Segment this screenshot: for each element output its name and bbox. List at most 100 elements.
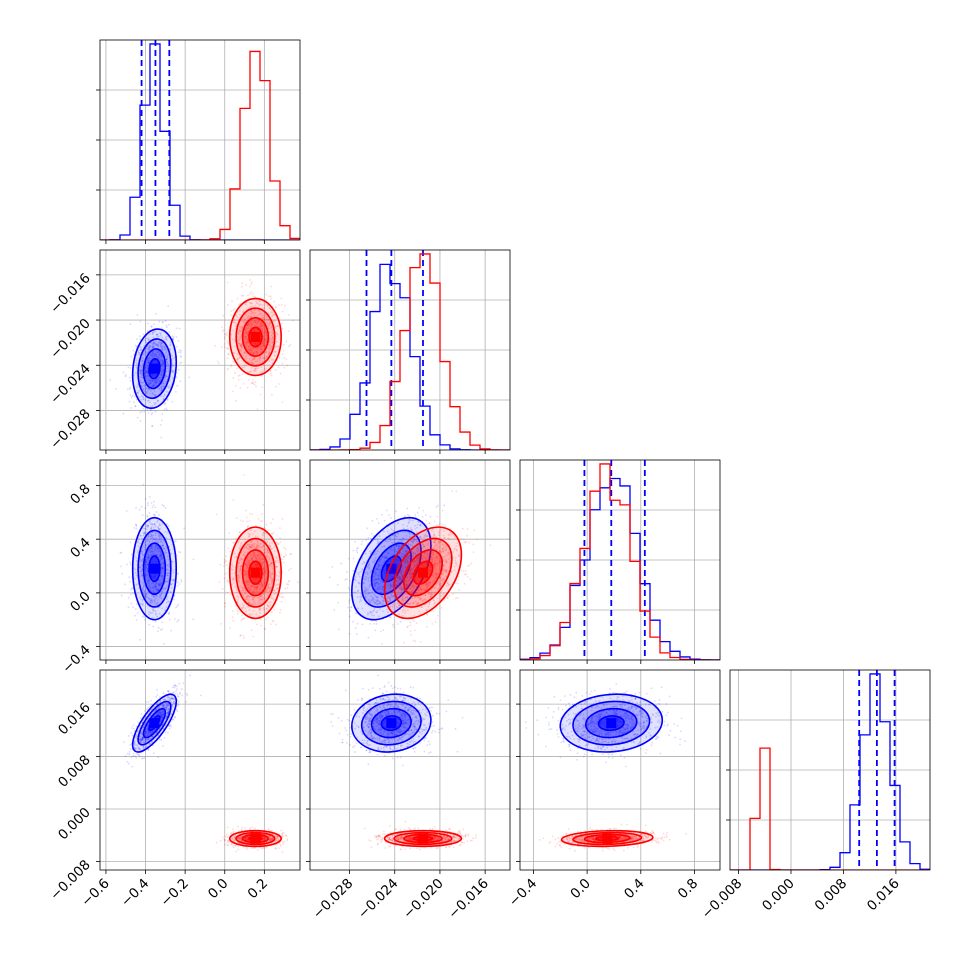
contour-line	[360, 700, 422, 746]
panel-frame	[309, 669, 511, 871]
histogram-panel-3: −0.008 0.000 0.008 0.016	[699, 669, 931, 923]
x-tick-label: −0.028	[310, 876, 357, 923]
x-tick-label: 0.016	[864, 876, 903, 915]
contour-line	[228, 829, 282, 848]
contour-line	[393, 537, 453, 608]
contour-line	[137, 529, 172, 608]
y-tick-label: 0.000	[55, 805, 94, 844]
histogram-panel-0	[96, 39, 301, 244]
x-tick-label: −0.020	[400, 876, 447, 923]
contour-line	[148, 357, 161, 380]
contour-line	[148, 555, 161, 583]
contour-line	[137, 700, 172, 746]
contour-line	[248, 560, 263, 585]
contour-line	[402, 549, 444, 597]
histogram-series-1	[520, 463, 720, 660]
x-tick-label: 0.008	[812, 876, 851, 915]
y-tick-label: 0.0	[67, 588, 94, 615]
scatter-panel-1-0: −0.028−0.024−0.020−0.016	[47, 249, 301, 454]
density-peak	[417, 833, 428, 844]
panel-frame	[99, 39, 301, 241]
contour-line	[383, 526, 463, 620]
histogram-series-0	[730, 673, 930, 870]
histogram-series-0	[520, 477, 720, 660]
y-tick-label: 0.008	[55, 752, 94, 791]
x-tick-label: 0.8	[675, 876, 702, 903]
panel-frame	[309, 459, 511, 661]
density-peak	[149, 718, 160, 729]
panel-frame	[729, 669, 931, 871]
x-tick-label: −0.4	[506, 876, 540, 910]
density-peak	[602, 833, 613, 844]
histogram-series-1	[730, 747, 930, 870]
contour-line	[248, 326, 263, 348]
contour-line	[383, 829, 463, 848]
contour-line	[228, 297, 282, 377]
contour-line	[142, 542, 167, 596]
x-tick-label: 0.0	[567, 876, 594, 903]
x-tick-label: −0.008	[699, 876, 746, 923]
contour-line	[351, 693, 432, 753]
contour-line	[597, 715, 625, 732]
panel-frame	[519, 669, 721, 871]
contour-line	[131, 516, 178, 621]
y-tick-label: 0.016	[55, 700, 94, 739]
contour-line	[142, 707, 167, 739]
contour-line	[560, 829, 654, 848]
y-tick-label: −0.4	[59, 642, 93, 676]
density-peak	[250, 332, 261, 343]
histogram-series-0	[100, 43, 300, 240]
x-tick-label: −0.2	[157, 876, 191, 910]
x-tick-label: 0.2	[245, 876, 272, 903]
contour-line	[572, 831, 643, 846]
contour-line	[131, 693, 178, 753]
density-peak	[149, 363, 160, 374]
contour-line	[360, 529, 422, 608]
contour-line	[131, 328, 178, 409]
scatter-panel-3-1: −0.028−0.024−0.020−0.016	[306, 669, 511, 923]
panel-frame	[519, 459, 721, 661]
contour-line	[235, 537, 276, 608]
histogram-series-1	[100, 50, 300, 240]
y-tick-label: −0.028	[47, 406, 94, 453]
density-peak	[149, 563, 160, 574]
density-peak	[386, 718, 397, 729]
y-tick-label: −0.024	[47, 361, 94, 408]
y-tick-label: −0.016	[47, 270, 94, 317]
panel-frame	[99, 249, 301, 451]
contour-line	[142, 348, 167, 390]
contour-line	[380, 715, 403, 732]
x-tick-label: −0.024	[355, 876, 402, 923]
panel-frame	[99, 459, 301, 661]
histogram-panel-1	[306, 249, 511, 454]
density-peak	[386, 563, 397, 574]
x-tick-label: −0.016	[445, 876, 492, 923]
contour-line	[137, 338, 172, 400]
x-tick-label: −0.6	[78, 876, 112, 910]
contour-line	[584, 707, 638, 739]
contour-line	[228, 526, 282, 620]
contour-line	[241, 316, 270, 358]
density-peak	[606, 718, 617, 729]
contour-line	[412, 560, 434, 585]
density-peak	[250, 833, 261, 844]
scatter-panel-2-0: −0.4 0.0 0.4 0.8	[59, 459, 301, 677]
panel-frame	[99, 669, 301, 871]
scatter-panel-3-2: −0.4 0.0 0.4 0.8	[506, 669, 721, 910]
y-tick-label: 0.8	[67, 481, 94, 508]
contour-line	[393, 831, 453, 846]
panel-frame	[309, 249, 511, 451]
contour-line	[572, 700, 651, 746]
x-tick-label: 0.000	[759, 876, 798, 915]
density-peak	[250, 567, 261, 578]
histogram-panel-2	[516, 459, 721, 664]
x-tick-label: −0.4	[118, 876, 152, 910]
y-tick-label: 0.4	[67, 535, 94, 562]
scatter-panel-2-1	[306, 459, 511, 664]
contour-line	[559, 693, 664, 753]
density-peak	[417, 567, 428, 578]
contour-line	[380, 555, 403, 583]
contour-line	[235, 307, 276, 367]
